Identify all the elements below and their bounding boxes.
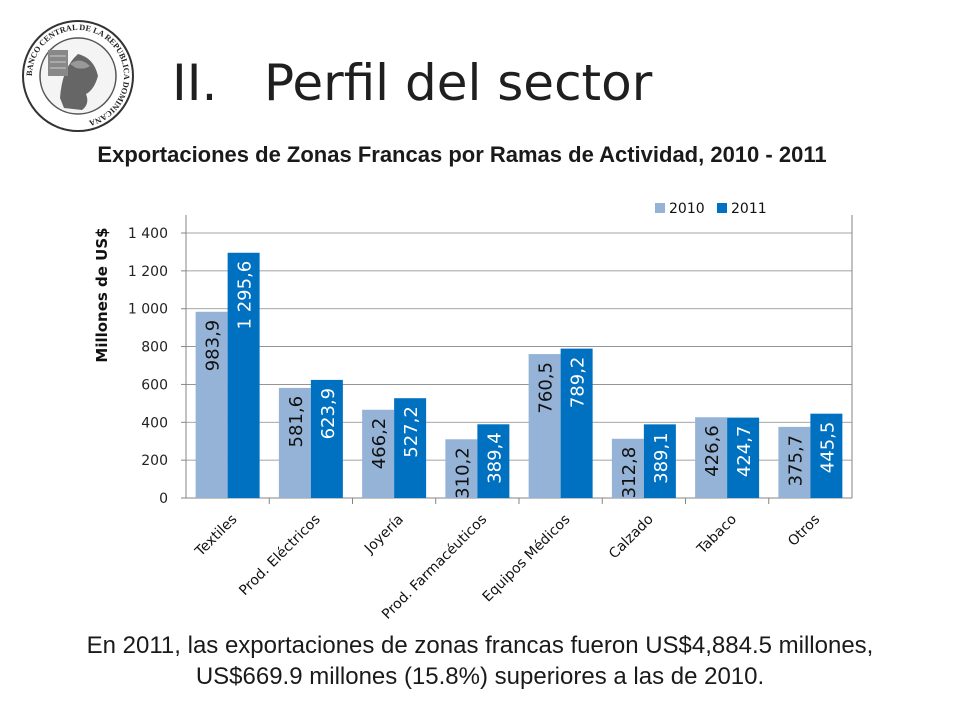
legend-swatch-2010: [655, 203, 665, 213]
category-label: Textiles: [192, 512, 241, 561]
category-label: Equipos Médicos: [480, 512, 574, 606]
bar-value-label: 389,4: [484, 432, 505, 484]
footer-note: En 2011, las exportaciones de zonas fran…: [86, 632, 874, 690]
bar-2010: [695, 417, 728, 498]
bar-value-label: 466,2: [369, 418, 390, 470]
category-label: Calzado: [606, 512, 657, 563]
bar-2010: [778, 426, 811, 498]
bar-2011: [560, 348, 593, 498]
bar-value-label: 581,6: [286, 396, 307, 448]
y-tick-label: 1 400: [128, 226, 168, 242]
bar-2010: [362, 409, 395, 498]
slide-title: II. Perfil del sector: [172, 58, 652, 108]
bar-value-label: 760,5: [536, 362, 557, 414]
category-label: Prod. Eléctricos: [236, 512, 323, 599]
bar-value-label: 1 295,6: [235, 261, 256, 330]
y-tick-label: 1 000: [128, 302, 168, 318]
bar-2011: [227, 252, 260, 498]
bar-value-label: 527,2: [401, 406, 422, 458]
category-label: Tabaco: [694, 512, 740, 558]
legend-label-2010: 2010: [669, 201, 705, 217]
section-title: Perfil del sector: [264, 54, 653, 112]
y-axis-title: Millones de US$: [93, 227, 111, 362]
bar-2010: [528, 354, 561, 498]
bar-value-label: 445,5: [817, 422, 838, 474]
y-tick-label: 600: [141, 377, 168, 393]
bar-2011: [810, 413, 843, 498]
category-label: Otros: [785, 512, 823, 550]
bar-2010: [278, 387, 311, 498]
bar-2010: [611, 438, 644, 498]
bar-value-label: 424,7: [734, 426, 755, 478]
bar-2011: [727, 417, 760, 498]
y-tick-label: 800: [141, 340, 168, 356]
y-tick-label: 0: [159, 491, 168, 507]
bar-value-label: 426,6: [702, 425, 723, 477]
bar-2011: [310, 379, 343, 498]
y-tick-label: 200: [141, 453, 168, 469]
y-tick-label: 400: [141, 415, 168, 431]
bar-value-label: 312,8: [619, 447, 640, 499]
bar-2010: [445, 439, 478, 498]
bar-value-label: 375,7: [785, 435, 806, 487]
bar-2011: [394, 398, 427, 498]
section-number: II.: [172, 54, 218, 112]
bar-2011: [477, 424, 510, 498]
bar-2011: [643, 424, 676, 498]
category-label: Joyería: [361, 512, 407, 558]
chart-title: Exportaciones de Zonas Francas por Ramas…: [97, 142, 827, 167]
central-bank-seal-logo: BANCO CENTRAL DE LA REPUBLICA DOMINICANA: [22, 20, 134, 132]
y-tick-label: 1 200: [128, 264, 168, 280]
bar-value-label: 310,2: [452, 447, 473, 499]
legend-label-2011: 2011: [731, 201, 767, 217]
bar-value-label: 983,9: [203, 320, 224, 372]
bar-2010: [195, 311, 228, 498]
legend-swatch-2011: [717, 203, 727, 213]
bar-value-label: 623,9: [318, 388, 339, 440]
bar-value-label: 789,2: [568, 357, 589, 409]
bar-value-label: 389,1: [651, 432, 672, 484]
